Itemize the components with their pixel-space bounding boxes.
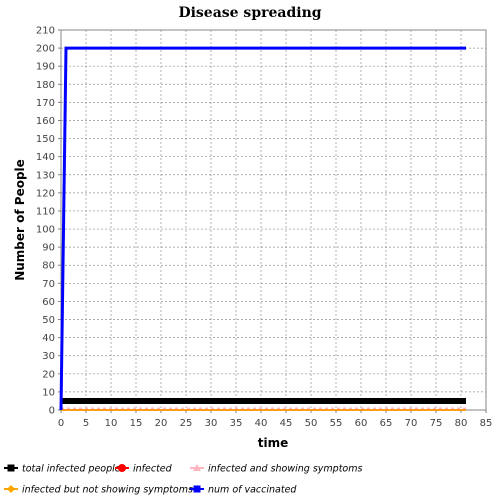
- x-tick-label: 0: [58, 418, 64, 429]
- legend-marker-circle: [118, 464, 126, 472]
- chart-title: Disease spreading: [178, 5, 321, 21]
- x-tick-label: 30: [205, 418, 218, 429]
- x-tick-label: 65: [380, 418, 393, 429]
- x-tick-label: 85: [480, 418, 493, 429]
- x-tick-label: 40: [255, 418, 268, 429]
- y-tick-label: 30: [42, 351, 55, 362]
- x-tick-label: 55: [330, 418, 343, 429]
- y-tick-label: 150: [36, 134, 55, 145]
- axis-ticks: 0 5 10 15 20 25 30 35 40 45 50 55 60 65 70 75 80 85 0 10 20 3…: [36, 26, 492, 430]
- y-tick-label: 120: [36, 188, 55, 199]
- series-line-4: [59, 46, 466, 411]
- y-tick-label: 200: [36, 44, 55, 55]
- x-tick-label: 80: [455, 418, 468, 429]
- x-tick-label: 20: [155, 418, 168, 429]
- legend-label: num of vaccinated: [208, 485, 297, 496]
- grid: [60, 29, 487, 411]
- x-tick-label: 70: [405, 418, 418, 429]
- y-tick-label: 40: [42, 333, 55, 344]
- x-tick-label: 5: [83, 418, 89, 429]
- y-tick-label: 80: [42, 261, 55, 272]
- x-tick-label: 50: [305, 418, 318, 429]
- legend-marker-square: [7, 464, 15, 472]
- y-tick-label: 60: [42, 297, 55, 308]
- x-tick-label: 10: [105, 418, 118, 429]
- legend: total infected people infected infected an…: [4, 464, 362, 496]
- y-tick-label: 110: [36, 206, 55, 217]
- y-tick-label: 180: [36, 80, 55, 91]
- y-tick-label: 50: [42, 315, 55, 326]
- y-tick-label: 20: [42, 369, 55, 380]
- y-tick-label: 210: [36, 26, 55, 37]
- x-tick-label: 60: [355, 418, 368, 429]
- series-lines: [59, 46, 466, 411]
- x-tick-label: 75: [430, 418, 443, 429]
- legend-marker-square: [193, 485, 201, 493]
- y-tick-label: 100: [36, 225, 55, 236]
- x-tick-label: 25: [180, 418, 193, 429]
- y-tick-label: 70: [42, 279, 55, 290]
- x-tick-label: 45: [280, 418, 293, 429]
- legend-marker-diamond: [7, 485, 15, 493]
- y-tick-label: 130: [36, 170, 55, 181]
- y-tick-label: 90: [42, 243, 55, 254]
- x-tick-label: 35: [230, 418, 243, 429]
- y-tick-label: 140: [36, 152, 55, 163]
- y-tick-label: 0: [49, 406, 55, 417]
- y-tick-label: 170: [36, 98, 55, 109]
- legend-label: infected and showing symptoms: [208, 464, 362, 475]
- x-axis-label: time: [258, 436, 289, 450]
- y-tick-label: 160: [36, 116, 55, 127]
- legend-label: infected: [133, 464, 173, 475]
- y-tick-label: 10: [42, 387, 55, 398]
- y-axis-label: Number of People: [13, 159, 27, 281]
- x-tick-label: 15: [130, 418, 143, 429]
- y-tick-label: 190: [36, 62, 55, 73]
- plot-area: [60, 29, 487, 411]
- legend-label: infected but not showing symptoms: [22, 485, 193, 496]
- legend-marker-triangle: [193, 464, 201, 471]
- legend-label: total infected people: [22, 464, 121, 475]
